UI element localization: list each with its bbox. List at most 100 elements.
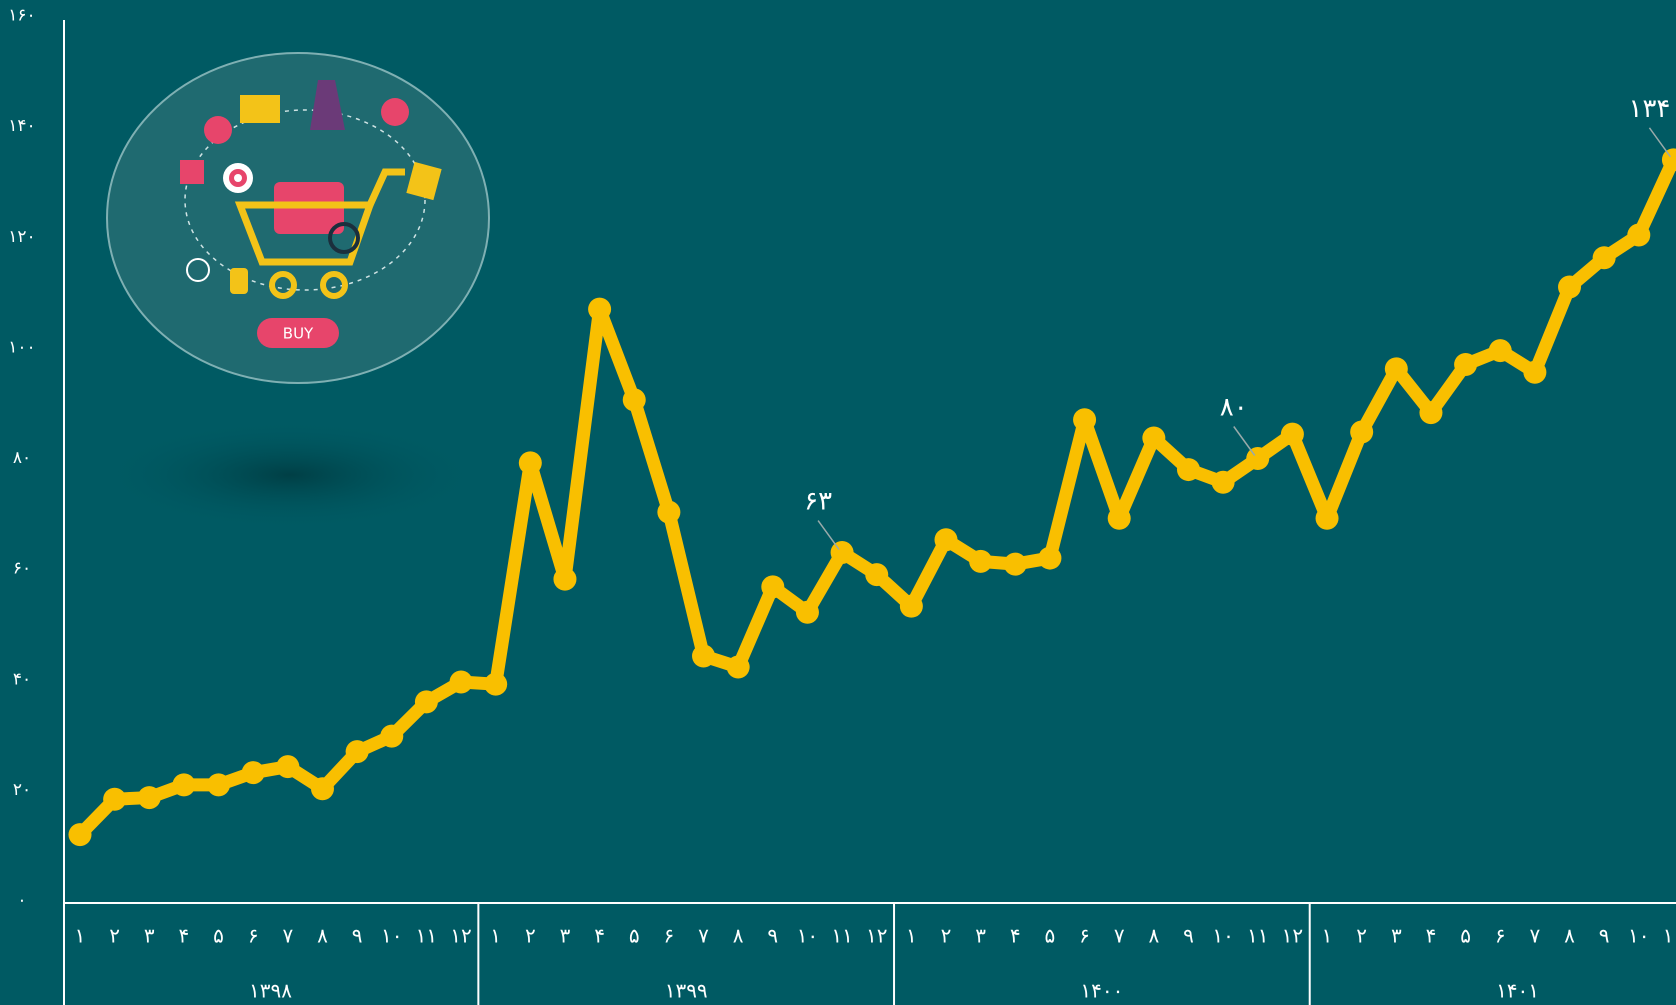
x-tick-label: ۴ [1010,924,1021,948]
x-group-label: ۱۳۹۸ [249,979,292,1003]
x-tick-label: ۴ [594,924,605,948]
data-label: ۸۰ [1220,393,1248,423]
point [1073,408,1097,432]
point [1419,401,1443,425]
point [761,575,785,599]
point [1038,546,1062,570]
y-tick-label: ۴۰ [13,669,31,689]
point [449,670,473,694]
point [553,567,577,591]
x-tick-label: ۵ [1460,924,1471,948]
point [657,500,681,524]
y-tick-label: ۱۰۰ [8,337,35,357]
point [414,690,438,714]
x-tick-label: ۱۱ [1247,924,1268,948]
point [1488,339,1512,363]
y-tick-label: ۱۴۰ [8,116,35,136]
x-tick-label: ۲ [1356,924,1367,948]
point [865,563,889,587]
x-tick-label: ۱۰ [797,924,818,948]
x-tick-label: ۳ [1391,924,1402,948]
point [310,777,334,801]
label-leader [817,520,840,550]
illustration: BUY [106,52,490,384]
point [103,787,127,811]
x-tick-label: ۱۱ [831,924,852,948]
x-tick-label: ۵ [1045,924,1056,948]
x-tick-label: ۹ [352,924,363,948]
point [1003,552,1027,576]
x-group-label: ۱۴۰۰ [1080,979,1123,1003]
point [588,297,612,321]
x-tick-label: ۱۲ [1282,924,1303,948]
point [1107,506,1131,530]
point [1315,506,1339,530]
illustration-text: BUY [283,325,314,343]
x-tick-label: ۶ [248,924,259,948]
point [934,528,958,552]
x-tick-label: ۱۰ [1628,924,1649,948]
label-leader [1648,127,1672,158]
x-tick-label: ۲ [941,924,952,948]
point [795,600,819,624]
x-tick-label: ۷ [282,924,293,948]
point [1592,246,1616,270]
point [484,672,508,696]
y-tick-label: ۱۲۰ [8,227,35,247]
label-leader [1233,426,1256,456]
x-tick-label: ۱۰ [1212,924,1233,948]
x-tick-label: ۱۱ [416,924,437,948]
x-tick-label: ۶ [1495,924,1506,948]
point [207,773,231,797]
x-tick-label: ۷ [1530,924,1541,948]
x-tick-label: ۲ [109,924,120,948]
point [1627,223,1651,247]
x-group-label: ۱۳۹۹ [665,979,708,1003]
x-tick-label: ۱۲ [450,924,471,948]
x-tick-label: ۱ [1322,924,1333,948]
x-group-label: ۱۴۰۱ [1496,979,1539,1003]
y-tick-label: ۰ [17,891,26,911]
point [241,761,265,785]
x-tick-label: ۱ [490,924,501,948]
x-tick-label: ۱ [75,924,86,948]
point [1558,275,1582,299]
x-tick-label: ۳ [975,924,986,948]
point [137,786,161,810]
point [1142,426,1166,450]
point [1523,360,1547,384]
point [1246,447,1270,470]
x-tick-label: ۸ [1564,924,1575,948]
y-tick-label: ۲۰ [13,780,31,800]
x-tick-label: ۵ [213,924,224,948]
point [518,451,542,475]
x-tick-label: ۱۰ [381,924,402,948]
x-tick-label: ۷ [1114,924,1125,948]
point [172,773,196,797]
x-tick-label: ۵ [629,924,640,948]
point [380,724,404,748]
point [622,388,646,412]
x-tick-label: ۸ [1148,924,1159,948]
illustration-shadow [100,420,480,530]
y-tick-label: ۱۶۰ [8,6,35,26]
point [1350,420,1374,444]
x-tick-label: ۳ [144,924,155,948]
x-tick-label: ۸ [317,924,328,948]
y-tick-label: ۶۰ [13,559,31,579]
y-tick-label: ۸۰ [13,448,31,468]
point [1661,148,1676,172]
x-tick-label: ۱۲ [866,924,887,948]
point [692,644,716,668]
x-tick-label: ۶ [1079,924,1090,948]
point [1384,357,1408,381]
point [1454,352,1478,376]
data-label: ۱۳۴ [1628,94,1670,124]
x-tick-label: ۳ [560,924,571,948]
point [345,740,369,764]
point [899,594,923,618]
point [969,549,993,573]
x-tick-label: ۹ [1599,924,1610,948]
x-tick-label: ۱ [906,924,917,948]
